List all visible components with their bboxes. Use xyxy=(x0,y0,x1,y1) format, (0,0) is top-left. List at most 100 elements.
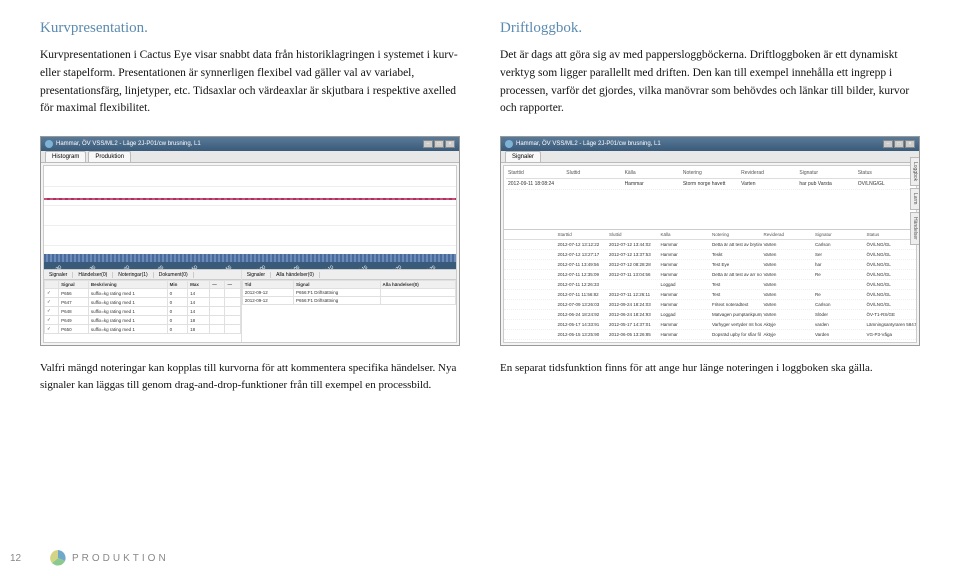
page-footer: 12 PRODUKTION xyxy=(0,550,960,566)
chart-screenshot: Hammar, ÖV VSS/ML2 - Läge 2J-P01/cw brus… xyxy=(40,136,460,346)
gridline xyxy=(44,225,456,226)
vertical-tabs: Loggbok Larm Händelser xyxy=(910,157,920,246)
log-column-header: Källa xyxy=(659,232,711,237)
tab-produktion[interactable]: Produktion xyxy=(88,151,131,162)
brand-text: PRODUKTION xyxy=(72,553,169,564)
panel-tab[interactable]: Signaler xyxy=(44,272,73,278)
log-cell: Hammar xyxy=(623,181,681,187)
caption-left: Valfri mängd noteringar kan kopplas till… xyxy=(40,360,460,393)
table-row[interactable]: 2012-09-12P656:F1 Driftsättning xyxy=(242,297,455,305)
chart-area: 14:3014:3514:4014:4514:5014:5515:0015:05… xyxy=(43,165,457,277)
log-cell: Storm norge havett xyxy=(681,181,739,187)
panel-tab[interactable]: Händelser(0) xyxy=(73,272,113,278)
log-cell: har pub Varsta xyxy=(797,181,855,187)
log-row[interactable]: 2012-07-12 13:12:222012-07-12 13:44:02Ha… xyxy=(504,240,916,250)
close-button[interactable]: × xyxy=(445,140,455,148)
table-header: Tid xyxy=(242,281,293,289)
panel-tab[interactable]: Signaler xyxy=(242,272,271,278)
maximize-button[interactable]: □ xyxy=(894,140,904,148)
gridline xyxy=(44,205,456,206)
table-header xyxy=(45,281,59,289)
vtab-loggbok[interactable]: Loggbok xyxy=(910,157,920,186)
log-column-header: Notering xyxy=(681,170,739,176)
left-body: Kurvpresentationen i Cactus Eye visar sn… xyxy=(40,47,460,118)
page-number: 12 xyxy=(10,553,40,564)
log-column-header: Starttid xyxy=(556,232,608,237)
left-heading: Kurvpresentation. xyxy=(40,20,460,37)
panel-tab[interactable]: Dokument(0) xyxy=(154,272,194,278)
log-column-header xyxy=(504,232,556,237)
log-cell: 2012-09-11 18:08:24 xyxy=(506,181,564,187)
chart-window-title: Hammar, ÖV VSS/ML2 - Läge 2J-P01/cw brus… xyxy=(56,141,201,147)
log-column-header: Notering xyxy=(710,232,762,237)
tab-histogram[interactable]: Histogram xyxy=(45,151,86,162)
chart-series-wave xyxy=(44,198,456,200)
table-row[interactable]: ✓P648suffix=kg rating med 1014 xyxy=(45,307,241,316)
log-column-header: Reviderad xyxy=(739,170,797,176)
table-header: — xyxy=(225,281,240,289)
logo-mark-icon xyxy=(50,550,66,566)
chart-titlebar: Hammar, ÖV VSS/ML2 - Läge 2J-P01/cw brus… xyxy=(41,137,459,151)
brand-logo: PRODUKTION xyxy=(50,550,169,566)
log-row[interactable]: 2012-07-11 12:35:092012-07-11 13:04:56Ha… xyxy=(504,270,916,280)
tab-signaler[interactable]: Signaler xyxy=(505,151,541,162)
log-window-title: Hammar, ÖV VSS/ML2 - Läge 2J-P01/cw brus… xyxy=(516,141,661,147)
log-column-header: Reviderad xyxy=(762,232,814,237)
log-bottom-panel: StarttidSluttidKällaNoteringRevideradSig… xyxy=(503,229,917,343)
log-top-panel: StarttidSluttidKällaNoteringRevideradSig… xyxy=(503,165,917,235)
table-row[interactable]: 2012-09-12P656:F1 Driftsättning xyxy=(242,289,455,297)
log-column-header: Källa xyxy=(623,170,681,176)
log-row[interactable]: 2012-05-17 14:33:912012-05-17 14:37:01Ha… xyxy=(504,320,916,330)
table-row[interactable]: ✓P650suffix=kg rating med 1018 xyxy=(45,325,241,334)
gridline xyxy=(44,186,456,187)
table-row[interactable]: ✓P647suffix=kg rating med 1014 xyxy=(45,298,241,307)
table-header: Max xyxy=(188,281,210,289)
log-screenshot: Hammar, ÖV VSS/ML2 - Läge 2J-P01/cw brus… xyxy=(500,136,920,346)
log-row[interactable]: 2012-07-11 12:26:33LoggadTestVartenÖV/LN… xyxy=(504,280,916,290)
table-header: — xyxy=(210,281,225,289)
right-heading: Driftloggbok. xyxy=(500,20,920,37)
table-header: Beskrivning xyxy=(88,281,167,289)
chart-series-base xyxy=(44,254,456,262)
log-column-header: Status xyxy=(865,232,917,237)
log-cell xyxy=(564,181,622,187)
log-row[interactable]: 2012-06-24 18:24:922012-06-24 18:24:93Lo… xyxy=(504,310,916,320)
log-column-header: Starttid xyxy=(506,170,564,176)
right-body: Det är dags att göra sig av med pappersl… xyxy=(500,47,920,118)
table-row[interactable]: ✓P649suffix=kg rating med 1018 xyxy=(45,316,241,325)
panel-tab[interactable]: Alla händelser(0) xyxy=(271,272,320,278)
app-icon xyxy=(505,140,513,148)
close-button[interactable]: × xyxy=(905,140,915,148)
log-row[interactable]: 2012-07-12 13:27:172012-07-12 13:37:53Ha… xyxy=(504,250,916,260)
log-row[interactable]: 2012-07-11 13:49:562012-07-12 08:28:28Ha… xyxy=(504,260,916,270)
vtab-handelser[interactable]: Händelser xyxy=(910,212,920,245)
maximize-button[interactable]: □ xyxy=(434,140,444,148)
log-cell: ÖV/LNG/GL xyxy=(856,181,914,187)
table-header: Signal xyxy=(294,281,380,289)
table-row[interactable]: ✓P656suffix=kg rating med 1014 xyxy=(45,289,241,298)
log-column-header: Signatur xyxy=(813,232,865,237)
log-row[interactable]: 2012-07-11 11:56:822012-07-11 12:26:11Ha… xyxy=(504,290,916,300)
vtab-larm[interactable]: Larm xyxy=(910,188,920,209)
table-header: Min xyxy=(167,281,187,289)
chart-tabstrip: Histogram Produktion xyxy=(41,151,459,163)
minimize-button[interactable]: – xyxy=(883,140,893,148)
app-icon xyxy=(45,140,53,148)
gridline xyxy=(44,245,456,246)
log-row[interactable]: 2012-05-11 13:10:09HammarDriftopping är … xyxy=(504,340,916,343)
log-column-header: Signatur xyxy=(797,170,855,176)
log-column-header: Sluttid xyxy=(564,170,622,176)
log-column-header: Sluttid xyxy=(607,232,659,237)
caption-right: En separat tidsfunktion finns för att an… xyxy=(500,360,920,393)
log-tabstrip: Signaler xyxy=(501,151,919,163)
log-column-header: Status xyxy=(856,170,914,176)
table-header: Alla händelser(0) xyxy=(380,281,456,289)
table-header: Signal xyxy=(59,281,89,289)
minimize-button[interactable]: – xyxy=(423,140,433,148)
log-cell: Varten xyxy=(739,181,797,187)
log-row[interactable]: 2012-07-09 13:26:032012-09-24 18:24:03Ha… xyxy=(504,300,916,310)
chart-bottom-panel: SignalerHändelser(0)Noteringar(1)Dokumen… xyxy=(43,269,457,343)
panel-tab[interactable]: Noteringar(1) xyxy=(113,272,153,278)
log-titlebar: Hammar, ÖV VSS/ML2 - Läge 2J-P01/cw brus… xyxy=(501,137,919,151)
log-row[interactable]: 2012-05-15 13:25:902012-06-05 13:26:85Ha… xyxy=(504,330,916,340)
